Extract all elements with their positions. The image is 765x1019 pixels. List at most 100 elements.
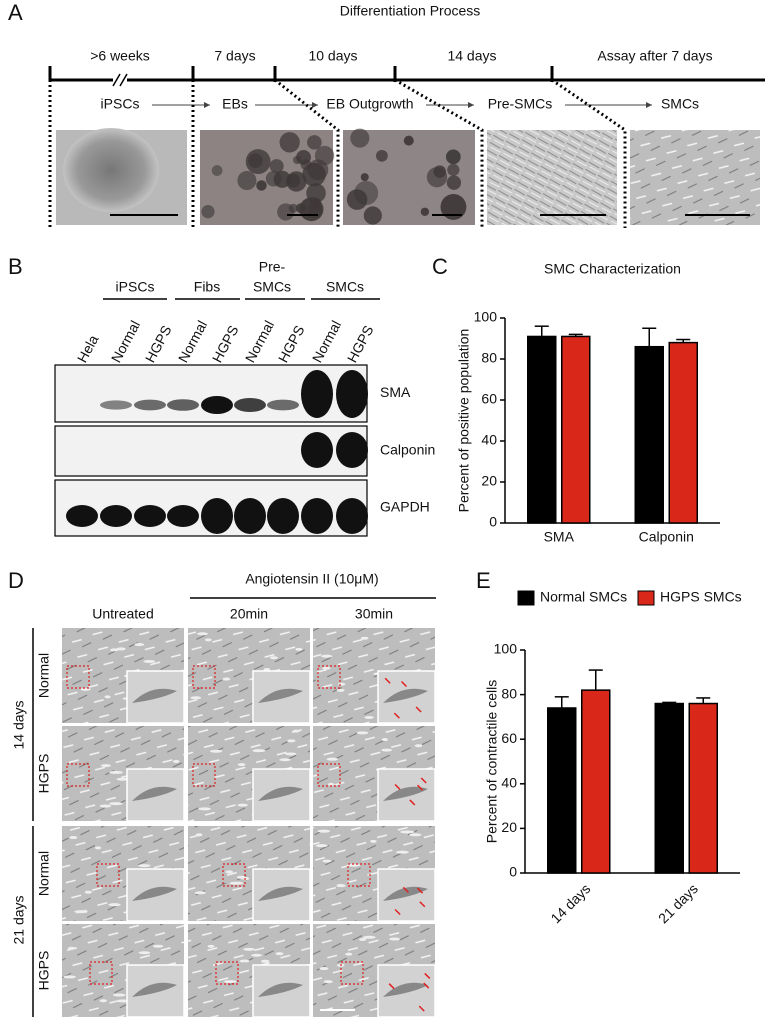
y-tick-label: 100 <box>474 309 498 325</box>
cell <box>285 752 297 756</box>
band-label: Calponin <box>380 442 435 458</box>
inset-cell <box>383 982 428 997</box>
cell <box>100 764 111 768</box>
zoom-region <box>96 863 120 887</box>
cell <box>198 807 211 811</box>
duration-label: >6 weeks <box>90 48 150 64</box>
band <box>167 399 199 411</box>
lane-label: HGPS <box>142 323 175 366</box>
cell <box>143 659 156 663</box>
embryoid-body <box>299 197 324 222</box>
cell <box>99 804 112 808</box>
arrow-marker <box>401 680 408 688</box>
cell <box>94 846 102 850</box>
cell <box>116 647 126 651</box>
arrow-marker <box>384 677 391 684</box>
embryoid-body <box>314 145 335 166</box>
cell <box>317 829 331 833</box>
cell <box>364 715 374 719</box>
lane-label: Normal <box>108 318 143 365</box>
bar <box>688 702 718 874</box>
cell <box>319 967 329 971</box>
group-label: Fibs <box>194 279 220 295</box>
lane-label: Hela <box>74 332 102 365</box>
arrow-head <box>468 102 474 108</box>
stage-label: EBs <box>222 96 248 112</box>
arrow-marker <box>418 1005 425 1012</box>
arrow-marker <box>409 799 416 806</box>
inset-cell <box>132 688 177 703</box>
zoom-region <box>215 961 239 985</box>
y-axis-label: Percent of contractile cells <box>484 680 500 843</box>
bar <box>527 335 557 524</box>
lane-label: HGPS <box>344 323 377 366</box>
cell <box>321 654 333 658</box>
timepoint-label: 14 days <box>11 700 27 749</box>
cell <box>172 759 180 763</box>
band-label: GAPDH <box>380 499 430 515</box>
cell <box>381 738 389 742</box>
y-tick-label: 0 <box>509 864 517 880</box>
colony <box>63 128 159 212</box>
zoom-region <box>89 961 113 985</box>
embryoid-body <box>292 155 302 165</box>
embryoid-body <box>420 207 430 216</box>
inset-cell <box>383 786 428 801</box>
bar <box>668 341 698 524</box>
zoom-region <box>192 763 216 787</box>
embryoid-body <box>201 205 215 219</box>
lane-label: Normal <box>309 318 344 365</box>
stage-label: EB Outgrowth <box>326 96 413 112</box>
cell <box>336 884 346 888</box>
band-label: SMA <box>380 384 411 400</box>
embryoid-body <box>360 173 369 182</box>
y-tick-label: 60 <box>501 730 517 746</box>
inset-cell <box>258 786 303 801</box>
embryoid-body <box>279 132 300 153</box>
cell <box>322 859 332 863</box>
dotted-guide <box>274 78 340 228</box>
treatment-label: Angiotensin II (10μM) <box>245 571 378 587</box>
cell <box>252 749 266 753</box>
duration-label: 7 days <box>214 48 255 64</box>
cell <box>409 833 422 837</box>
y-tick-label: 100 <box>494 641 518 657</box>
band <box>336 432 368 468</box>
band <box>167 505 199 527</box>
embryoid-body <box>445 149 461 165</box>
arrow-marker <box>423 982 430 989</box>
legend-label: Normal SMCs <box>540 589 627 605</box>
cell <box>358 937 367 941</box>
embryoid-body <box>363 206 382 225</box>
group-label: SMCs <box>326 279 364 295</box>
band <box>336 370 368 418</box>
embryoid-body <box>237 171 257 191</box>
band <box>234 498 266 534</box>
cell <box>109 770 123 774</box>
embryoid-body <box>286 171 307 192</box>
panel-label: A <box>8 0 23 25</box>
cell <box>209 749 223 753</box>
cell <box>84 890 92 894</box>
cell <box>229 881 244 885</box>
lane-label: HGPS <box>209 323 242 366</box>
lane-label: Normal <box>242 318 277 365</box>
band <box>234 398 266 412</box>
cell <box>263 667 271 671</box>
embryoid-body <box>307 135 322 150</box>
cell <box>287 739 296 743</box>
cell <box>109 802 123 806</box>
band <box>301 432 333 468</box>
bar <box>547 707 577 874</box>
embryoid-body <box>248 153 263 168</box>
micrograph <box>630 130 760 225</box>
row-label: HGPS <box>36 951 52 991</box>
cell <box>345 952 353 956</box>
y-tick-label: 40 <box>501 775 517 791</box>
bar <box>581 689 611 874</box>
group-label: Pre- <box>259 259 286 275</box>
cell <box>275 952 284 956</box>
embryoid-body <box>269 159 284 174</box>
embryoid-body <box>256 180 267 191</box>
